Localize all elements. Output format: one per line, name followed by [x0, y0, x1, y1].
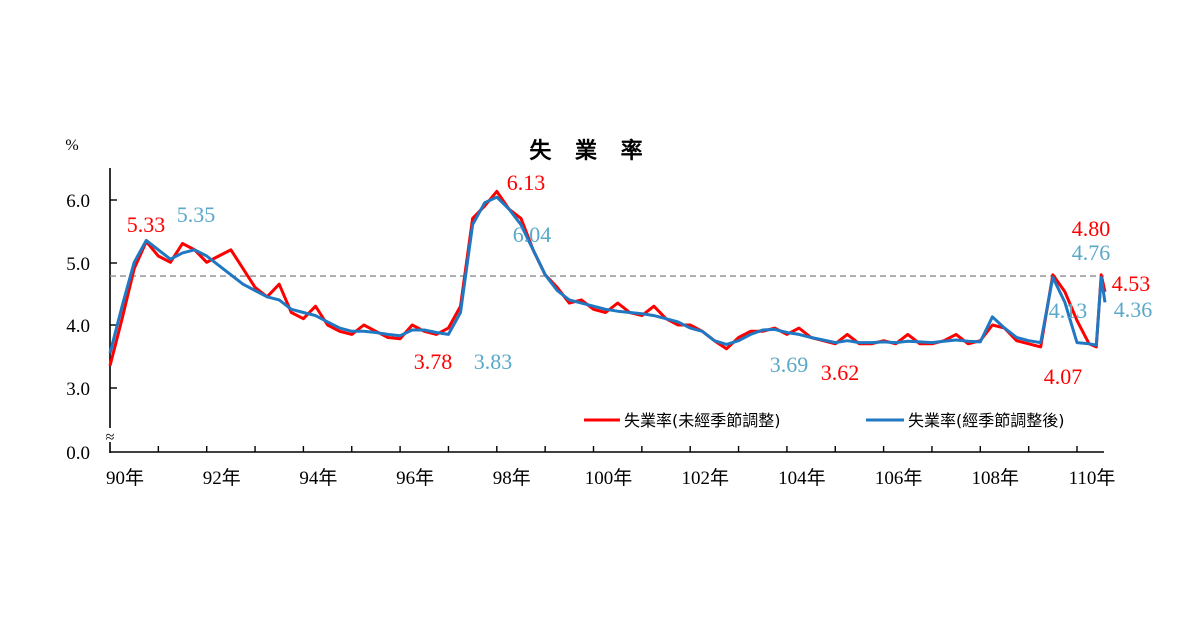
y-axis: ≈: [106, 168, 115, 453]
annotation-5.35: 5.35: [177, 202, 216, 227]
x-tick-label: 106年: [875, 467, 923, 489]
annotation-4.76: 4.76: [1072, 240, 1111, 265]
annotation-6.04: 6.04: [513, 222, 552, 247]
legend-item-adjusted: 失業率(經季節調整後): [866, 411, 1065, 430]
x-tick-label: 98年: [493, 467, 531, 489]
x-tick-label: 92年: [203, 467, 241, 489]
annotation-4.53: 4.53: [1112, 271, 1151, 296]
x-tick-label: 102年: [681, 467, 729, 489]
annotation-4.36: 4.36: [1114, 297, 1153, 322]
axis-break-symbol: ≈: [106, 429, 115, 446]
legend-item-unadjusted: 失業率(未經季節調整): [584, 411, 781, 430]
y-tick-label: 0.0: [66, 443, 90, 464]
annotation-6.13: 6.13: [507, 170, 546, 195]
annotation-3.62: 3.62: [821, 360, 860, 385]
y-axis-unit: %: [65, 137, 78, 154]
series-line-unadjusted: [108, 189, 1107, 367]
annotation-5.33: 5.33: [127, 212, 166, 237]
y-ticks: 0.0 3.0 4.0 5.0 6.0: [66, 191, 117, 464]
data-annotations: 5.33 5.35 6.13 6.04 3.78 3.83 3.69 3.62 …: [127, 170, 1153, 389]
legend-label-unadjusted: 失業率(未經季節調整): [624, 411, 781, 430]
chart-title: 失 業 率: [529, 138, 650, 164]
y-tick-label: 5.0: [66, 254, 90, 275]
annotation-3.69: 3.69: [770, 352, 809, 377]
x-ticks: 90年 92年 94年 96年 98年 100年 102年 104年 106年 108年 110年: [106, 446, 1115, 489]
annotation-4.80: 4.80: [1072, 216, 1111, 241]
annotation-4.13: 4.13: [1049, 298, 1088, 323]
annotation-4.07: 4.07: [1044, 364, 1083, 389]
legend-label-adjusted: 失業率(經季節調整後): [908, 411, 1065, 430]
legend: 失業率(未經季節調整) 失業率(經季節調整後): [584, 411, 1065, 430]
x-tick-label: 110年: [1069, 467, 1116, 489]
y-tick-label: 4.0: [66, 316, 90, 337]
series-line-adjusted: [108, 195, 1107, 354]
y-tick-label: 6.0: [66, 191, 90, 212]
x-tick-label: 96年: [396, 467, 434, 489]
x-tick-label: 100年: [585, 467, 633, 489]
x-tick-label: 94年: [299, 467, 337, 489]
annotation-3.78: 3.78: [414, 349, 453, 374]
x-tick-label: 104年: [778, 467, 826, 489]
x-tick-label: 90年: [106, 467, 144, 489]
x-tick-label: 108年: [972, 467, 1020, 489]
y-tick-label: 3.0: [66, 379, 90, 400]
annotation-3.83: 3.83: [474, 349, 513, 374]
